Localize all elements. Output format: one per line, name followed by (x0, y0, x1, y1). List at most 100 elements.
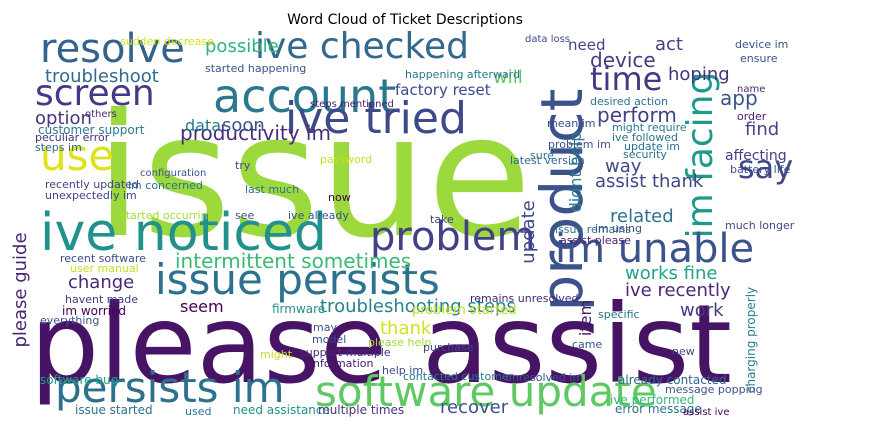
word: multiple times (318, 403, 404, 417)
word: order (737, 110, 767, 123)
word: find (745, 119, 779, 140)
word: name (737, 84, 765, 95)
word: specific (598, 308, 640, 321)
word: issue persists (155, 255, 440, 304)
word: recent software (60, 252, 146, 265)
word: im using (595, 222, 642, 235)
word: last much (245, 183, 299, 196)
word: much longer (725, 219, 795, 232)
word: time (590, 60, 662, 98)
word: already contacted (618, 373, 727, 387)
word: ive checked (255, 26, 469, 67)
word: data (185, 116, 221, 135)
word: resolve (40, 26, 185, 72)
word: unresolved im (505, 371, 583, 384)
word: recover (440, 397, 509, 418)
word: others (85, 109, 117, 120)
word: error message (615, 402, 702, 416)
word: affecting (725, 148, 787, 164)
word: soon (222, 115, 265, 136)
word: problem (370, 214, 536, 260)
word: screen (35, 73, 155, 114)
word: started happening (205, 62, 306, 75)
word: possible (205, 36, 279, 57)
word: problem started (412, 303, 516, 318)
word: issue remains (555, 223, 631, 236)
word: latest version (510, 154, 585, 167)
word: mean im (547, 117, 595, 130)
word: device (590, 48, 656, 72)
word: work (680, 300, 724, 321)
word: information (310, 357, 374, 370)
word: works fine (625, 263, 717, 284)
word: act (655, 34, 683, 55)
word: perform (597, 103, 677, 127)
word: password (320, 153, 372, 166)
word: started occurring (120, 209, 215, 222)
word: steps im (35, 141, 82, 154)
word: peculiar error (35, 131, 110, 144)
word: data loss (525, 34, 570, 45)
word: ive already (288, 209, 349, 222)
word: take (430, 213, 454, 226)
word: assist ive (683, 407, 729, 418)
word: related (610, 206, 674, 227)
word: might (260, 348, 293, 361)
word: security (623, 148, 667, 161)
word: need assistance (233, 403, 330, 417)
word: firmware (272, 302, 325, 316)
word: persists im (55, 363, 284, 412)
word: software bug (40, 373, 118, 387)
word: see (235, 209, 254, 222)
word: issue (95, 78, 532, 276)
word: ive recently (625, 280, 731, 301)
word: steps mentioned (310, 99, 394, 110)
word: update (518, 200, 539, 263)
word: account (213, 69, 396, 123)
word: happening afterward (405, 68, 520, 81)
word: may (313, 321, 337, 334)
word: intermittent sometimes (175, 249, 411, 273)
word: need (568, 36, 606, 54)
word: help im (382, 364, 423, 377)
word: support multiple (300, 346, 391, 359)
word: user manual (70, 262, 139, 275)
word: software update (315, 367, 657, 416)
word: troubleshoot (45, 66, 159, 87)
word: now (328, 191, 351, 204)
word: device im (735, 38, 788, 51)
word: app (720, 86, 758, 110)
word: purchase (423, 341, 474, 354)
word: battery life (730, 163, 791, 176)
word: ive tried (285, 93, 467, 144)
word: say (738, 148, 793, 186)
word: use (40, 131, 114, 180)
word: im unable (555, 226, 754, 272)
word: hoping (668, 64, 730, 85)
word: message popping (665, 383, 763, 396)
word: option (35, 108, 92, 129)
word: issue started (75, 403, 153, 417)
word: havent made (65, 293, 138, 306)
word: seem (180, 297, 224, 316)
word: ive performed (610, 393, 695, 407)
word: desired action (590, 95, 668, 108)
word: unexpectedly im (45, 189, 137, 202)
word: thank (380, 318, 432, 339)
word: please guide (10, 232, 31, 347)
word: ive noticed (40, 203, 327, 263)
word: configuration (140, 168, 206, 179)
word: productivity im (180, 121, 331, 145)
word: recently updated (45, 178, 139, 191)
word: please assist (30, 281, 732, 408)
word: way (605, 156, 642, 177)
word: ensure (740, 52, 778, 65)
word: didnt help (566, 132, 585, 213)
word: ive followed (612, 131, 678, 144)
word: factory reset (395, 81, 491, 99)
word: im worried (62, 304, 126, 318)
word: customer support (38, 123, 145, 137)
word: will (493, 67, 523, 88)
word: troubleshooting steps (320, 296, 516, 317)
